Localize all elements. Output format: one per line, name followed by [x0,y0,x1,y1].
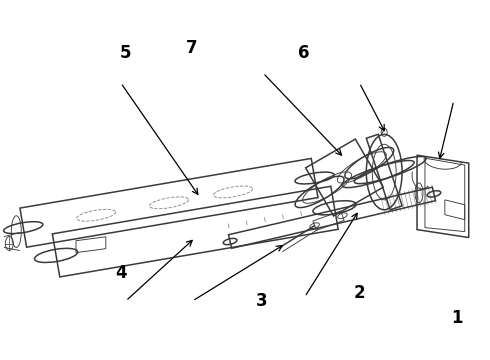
Text: 1: 1 [451,309,463,327]
Text: 5: 5 [120,44,131,62]
Text: 7: 7 [186,39,197,57]
Text: 3: 3 [256,292,268,310]
Text: 6: 6 [298,44,309,62]
Text: 4: 4 [115,264,126,282]
Text: 2: 2 [354,284,366,302]
